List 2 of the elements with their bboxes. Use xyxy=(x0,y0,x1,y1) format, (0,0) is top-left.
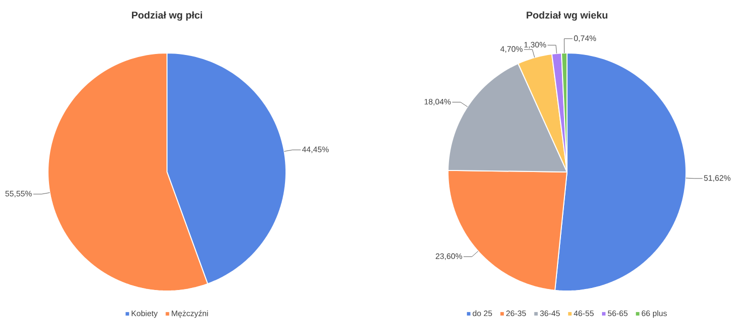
chart-title: Podział wg wieku xyxy=(526,11,608,21)
chart-title: Podział wg płci xyxy=(132,11,202,21)
